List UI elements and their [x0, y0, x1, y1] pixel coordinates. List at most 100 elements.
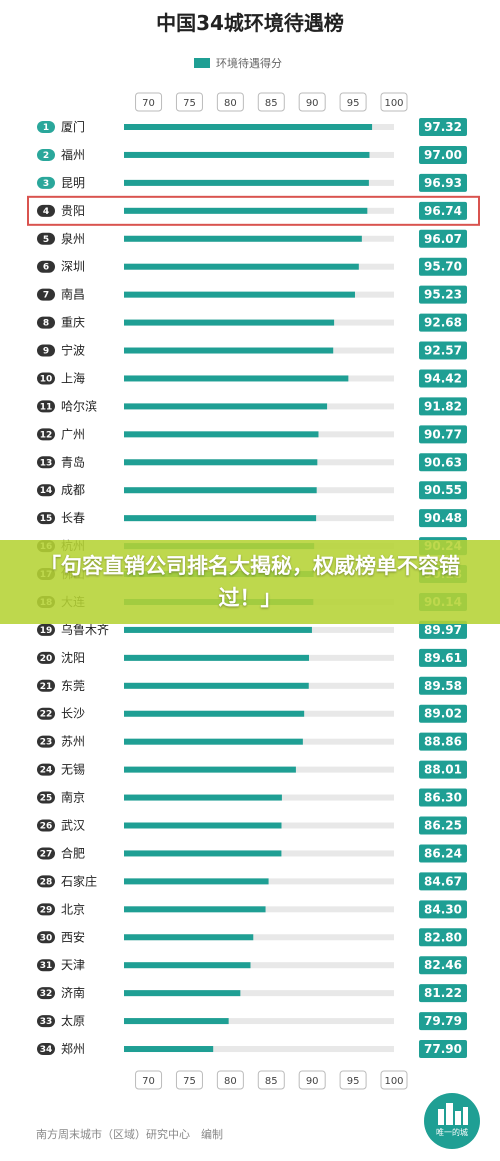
rank-badge [37, 316, 55, 329]
category-label: 南昌 [61, 287, 85, 302]
city-logo-icon: 唯一的城 [424, 1093, 480, 1149]
value-badge [419, 341, 467, 360]
rank-number: 25 [40, 794, 53, 804]
bar-track [124, 962, 394, 969]
value-badge [419, 956, 467, 975]
category-label: 武汉 [61, 819, 85, 833]
tick-bottom-box [380, 1070, 408, 1090]
bar-row: 31 天津 82.46 [37, 956, 467, 975]
category-label: 深圳 [61, 260, 85, 274]
tick-bottom-box [257, 1070, 285, 1090]
bar-row: 12 广州 90.77 [37, 425, 467, 444]
data-label: 90.55 [424, 483, 462, 497]
bar [124, 319, 335, 326]
rank-badge [37, 847, 55, 860]
logo-label: 唯一的城 [436, 1128, 468, 1137]
category-label: 南京 [61, 790, 85, 805]
bar-row: 10 上海 94.42 [37, 369, 467, 388]
tick-top-box [216, 92, 244, 112]
category-label: 贵阳 [61, 204, 85, 218]
bar-row: 22 长沙 89.02 [37, 704, 467, 723]
data-label: 84.67 [424, 874, 462, 888]
bar-row: 14 成都 90.55 [37, 481, 467, 500]
rank-number: 23 [40, 738, 53, 748]
tick-top-label: 95 [347, 98, 360, 109]
value-badge [419, 816, 467, 835]
data-label: 86.24 [424, 846, 462, 860]
value-badge [419, 201, 467, 220]
rank-number: 21 [40, 682, 53, 692]
bar-row: 6 深圳 95.70 [37, 257, 467, 276]
bar [124, 291, 355, 298]
bar-row: 11 哈尔滨 91.82 [37, 397, 467, 416]
rank-badge [37, 148, 55, 161]
value-badge [419, 285, 467, 304]
bar [124, 682, 309, 689]
rank-badge [37, 651, 55, 664]
rank-number: 26 [40, 822, 53, 832]
rank-number: 20 [40, 654, 53, 664]
bar-row: 15 长春 90.48 [37, 509, 467, 528]
bar-row: 27 合肥 86.24 [37, 844, 467, 863]
rank-number: 2 [43, 151, 49, 161]
tick-bottom-box [339, 1070, 367, 1090]
data-label: 96.07 [424, 232, 462, 246]
bar [124, 878, 269, 885]
rank-badge [37, 260, 55, 273]
tick-top-label: 80 [224, 98, 237, 109]
bar-row: 8 重庆 92.68 [37, 313, 467, 332]
rank-badge [37, 623, 55, 636]
value-badge [419, 173, 467, 192]
bar [124, 487, 317, 494]
bar [124, 459, 318, 466]
data-label: 97.32 [424, 120, 462, 134]
tick-top-label: 70 [142, 98, 155, 109]
value-badge [419, 397, 467, 416]
source-note: 南方周末城市（区域）研究中心 编制 [36, 1127, 223, 1141]
bar-track [124, 934, 394, 941]
rank-badge [37, 903, 55, 916]
bar-row: 28 石家庄 84.67 [37, 872, 467, 891]
legend-swatch [194, 58, 210, 68]
bar-row: 24 无锡 88.01 [37, 760, 467, 779]
rank-badge [37, 959, 55, 972]
bar-row: 7 南昌 95.23 [37, 285, 467, 304]
tick-top-label: 75 [183, 98, 196, 109]
category-label: 乌鲁木齐 [61, 622, 109, 637]
chart-title: 中国34城环境待遇榜 [156, 11, 344, 35]
rank-number: 6 [43, 263, 49, 273]
bar-row: 2 福州 97.00 [37, 145, 467, 164]
rank-number: 3 [43, 179, 49, 189]
category-label: 天津 [61, 958, 85, 972]
rank-badge [37, 707, 55, 720]
category-label: 福州 [61, 147, 85, 162]
tick-top-label: 100 [384, 98, 403, 109]
category-label: 东莞 [61, 679, 85, 693]
rank-number: 9 [43, 347, 49, 357]
category-label: 西安 [61, 929, 85, 944]
tick-top-label: 85 [265, 98, 278, 109]
category-label: 北京 [61, 902, 85, 916]
data-label: 97.00 [424, 148, 462, 162]
value-badge [419, 760, 467, 779]
value-badge [419, 676, 467, 695]
tick-top-box [175, 92, 203, 112]
highlight-box [27, 195, 480, 226]
data-label: 90.48 [424, 511, 462, 525]
rank-badge [37, 1015, 55, 1028]
tick-bottom-label: 80 [224, 1076, 237, 1087]
bar [124, 906, 266, 913]
rank-number: 31 [40, 961, 53, 971]
bar-row: 23 苏州 88.86 [37, 732, 467, 751]
category-label: 长春 [61, 511, 85, 525]
value-badge [419, 145, 467, 164]
rank-badge [37, 931, 55, 944]
value-badge [419, 704, 467, 723]
bar [124, 822, 282, 829]
rank-number: 32 [40, 989, 53, 999]
data-label: 92.57 [424, 344, 462, 358]
rank-badge [37, 400, 55, 413]
headline-banner: 「句容直销公司排名大揭秘，权威榜单不容错过！」 [0, 540, 500, 624]
bar [124, 1018, 229, 1025]
rank-badge [37, 763, 55, 776]
